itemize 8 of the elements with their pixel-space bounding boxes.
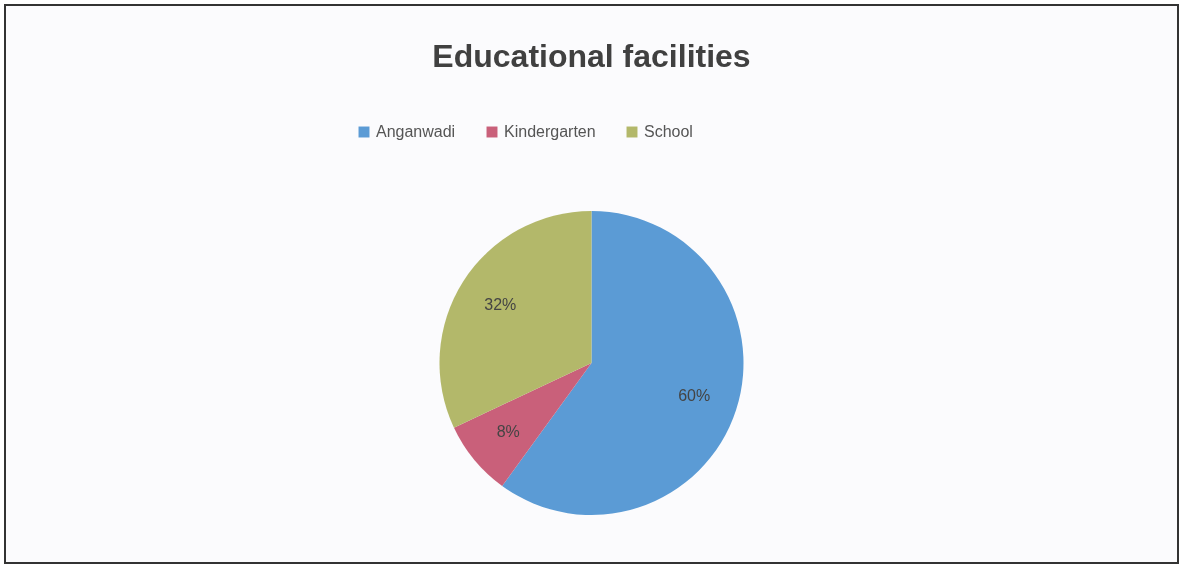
legend-label: Kindergarten: [504, 123, 596, 140]
legend-label: School: [644, 123, 693, 140]
legend-label: Anganwadi: [376, 123, 456, 140]
data-label: 32%: [484, 296, 517, 314]
chart-title: Educational facilities: [432, 38, 751, 74]
pie-slice: [453, 363, 592, 486]
data-label: 8%: [496, 422, 520, 440]
data-label: 60%: [678, 387, 711, 405]
